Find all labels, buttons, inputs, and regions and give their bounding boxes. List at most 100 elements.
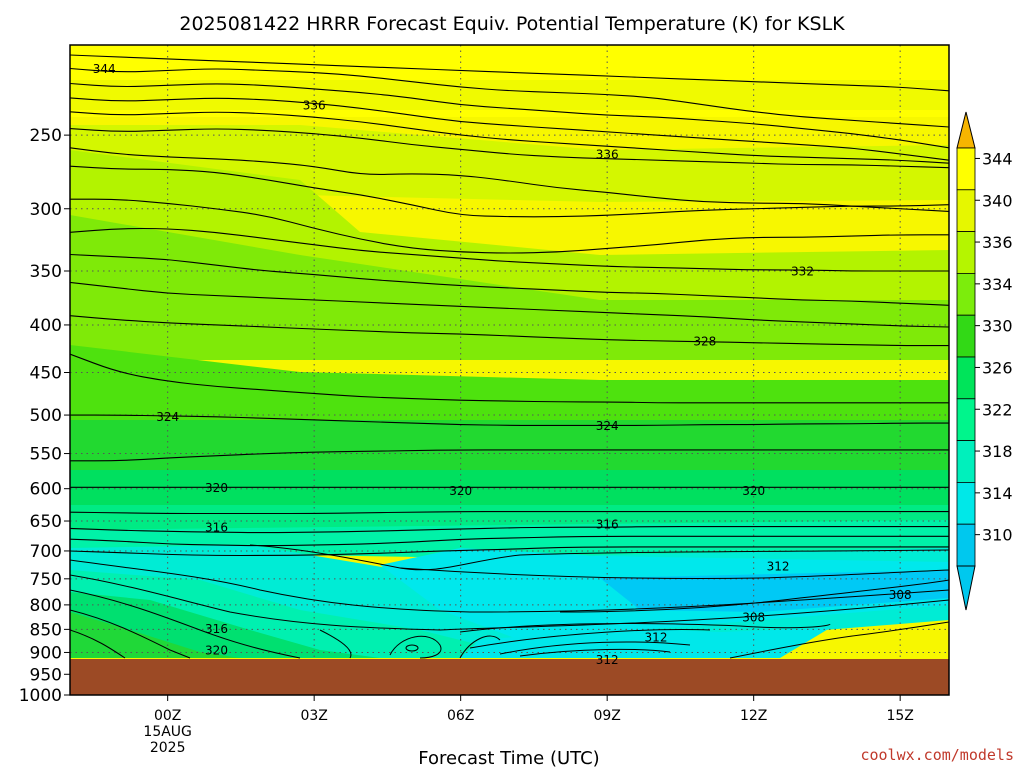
colorbar-label: 334 xyxy=(982,275,1013,294)
contour-label: 336 xyxy=(596,148,619,162)
contour-line xyxy=(70,97,949,161)
contour-labels: 344 336 336 332 328 324 324 320 320 320 316 316 312 3… xyxy=(93,62,912,667)
x-tick-label: 06Z xyxy=(447,708,474,724)
contour-lines xyxy=(70,54,949,557)
y-tick-label: 950 xyxy=(30,665,62,685)
colorbar-swatch xyxy=(956,147,976,191)
band-fill xyxy=(600,570,949,612)
chart-title: 2025081422 HRRR Forecast Equiv. Potentia… xyxy=(179,13,845,35)
colorbar-bottom-arrow xyxy=(956,565,976,611)
colorbar-label: 318 xyxy=(982,442,1013,461)
band-fill xyxy=(70,80,949,110)
contour-line xyxy=(70,414,949,426)
y-tick-label: 350 xyxy=(30,262,62,282)
colorbar-swatch xyxy=(956,398,976,441)
band-fill xyxy=(70,612,240,658)
colorbar-swatch xyxy=(956,481,976,525)
y-tick-label: 900 xyxy=(30,643,62,663)
contour-line xyxy=(70,111,949,164)
ground-below-surface xyxy=(70,659,949,695)
colorbar-label: 340 xyxy=(982,191,1013,210)
contour-line xyxy=(70,511,949,515)
y-tick-label: 300 xyxy=(30,200,62,220)
y-tick-label: 700 xyxy=(30,542,62,562)
contour-line xyxy=(70,315,949,347)
x-tick-date: 15AUG xyxy=(143,724,192,740)
contour-line xyxy=(70,535,949,547)
contour-line xyxy=(70,253,949,306)
colorbar-label: 330 xyxy=(982,317,1013,336)
contour-label: 324 xyxy=(156,410,179,424)
contour-line xyxy=(70,449,949,462)
colorbar-swatch xyxy=(956,314,976,358)
contour-label: 344 xyxy=(93,62,116,76)
contour-label: 308 xyxy=(742,610,765,624)
contour-label: 320 xyxy=(449,484,472,498)
y-axis: 250 300 350 400 450 500 550 600 650 700 750 800 850 9… xyxy=(19,126,70,706)
x-tick-label: 03Z xyxy=(300,708,327,724)
contour-label: 320 xyxy=(205,481,228,495)
colorbar-swatch xyxy=(956,189,976,233)
contour-label: 312 xyxy=(767,560,790,574)
low-level-contours xyxy=(70,544,949,659)
band-fill xyxy=(460,628,830,658)
y-tick-label: 1000 xyxy=(19,686,62,706)
contour-line xyxy=(70,147,949,212)
y-tick-label: 550 xyxy=(30,445,62,465)
contour-line xyxy=(70,546,949,557)
y-tick-label: 250 xyxy=(30,126,62,146)
contour-line xyxy=(70,82,949,149)
colorbar-swatch xyxy=(956,231,976,274)
contour-line xyxy=(70,281,949,328)
x-axis-title: Forecast Time (UTC) xyxy=(418,748,599,768)
band-fill xyxy=(70,520,949,560)
contour-label: 312 xyxy=(645,630,668,644)
contour-label: 320 xyxy=(742,484,765,498)
contour-label: 320 xyxy=(205,644,228,658)
contour-label: 316 xyxy=(596,518,619,532)
contour-line xyxy=(70,128,949,169)
y-tick-label: 500 xyxy=(30,406,62,426)
plot-frame xyxy=(69,44,950,696)
x-tick-year: 2025 xyxy=(150,740,186,756)
contour-line xyxy=(70,54,949,92)
colorbar-swatch xyxy=(956,356,976,400)
y-tick-label: 400 xyxy=(30,316,62,336)
contour-line xyxy=(70,353,949,404)
contour-label: 332 xyxy=(791,265,814,279)
x-tick-label: 00Z xyxy=(154,708,181,724)
contour-line xyxy=(70,165,949,218)
band-fill xyxy=(70,345,949,440)
colorbar-label: 322 xyxy=(982,400,1013,419)
colorbar-label: 336 xyxy=(982,233,1013,252)
y-tick-label: 750 xyxy=(30,570,62,590)
contour-line xyxy=(70,67,949,128)
contour-label: 336 xyxy=(303,98,326,112)
colorbar-swatch xyxy=(956,523,976,567)
contour-line xyxy=(70,198,949,254)
colorbar: 344 340 336 334 330 326 322 318 314 310 xyxy=(956,111,1013,611)
contour-label: 316 xyxy=(205,521,228,535)
contour-label: 316 xyxy=(205,622,228,636)
colorbar-swatch xyxy=(956,272,976,316)
colorbar-swatch xyxy=(956,440,976,483)
y-tick-label: 800 xyxy=(30,596,62,616)
y-tick-label: 450 xyxy=(30,364,62,384)
credit-text: coolwx.com/models xyxy=(860,746,1014,764)
x-tick-label: 12Z xyxy=(740,708,767,724)
y-tick-label: 600 xyxy=(30,480,62,500)
colorbar-label: 310 xyxy=(982,526,1013,545)
y-tick-label: 850 xyxy=(30,620,62,640)
colorbar-label: 314 xyxy=(982,484,1013,503)
x-tick-label: 09Z xyxy=(593,708,620,724)
plot-area: 344 336 336 332 328 324 324 320 320 320 316 316 312 3… xyxy=(70,45,949,695)
contour-label: 328 xyxy=(693,334,716,348)
y-tick-label: 650 xyxy=(30,512,62,532)
colorbar-label: 326 xyxy=(982,358,1013,377)
colorbar-label: 344 xyxy=(982,149,1013,168)
x-tick-label: 15Z xyxy=(886,708,913,724)
contour-label: 312 xyxy=(596,653,619,667)
contour-line xyxy=(70,526,949,534)
